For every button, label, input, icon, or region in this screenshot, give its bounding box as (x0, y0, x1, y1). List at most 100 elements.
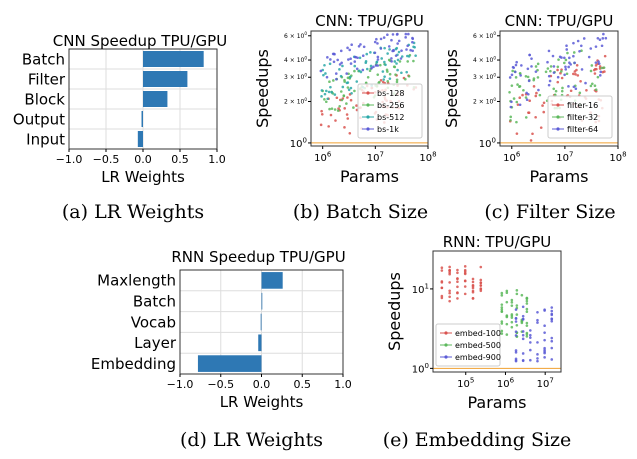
data-point-filter-64 (574, 87, 578, 90)
legend-label-filter-32: filter-32 (567, 113, 598, 122)
data-point-bs-256 (406, 60, 410, 63)
data-point-bs-256 (342, 94, 346, 97)
x-tick-label: 107 (367, 151, 384, 165)
data-point-bs-1k (390, 60, 393, 63)
data-point-filter-64 (587, 55, 591, 59)
data-point-embed-100 (479, 265, 483, 269)
data-point-filter-32 (556, 65, 560, 69)
data-point-bs-1k (391, 33, 395, 36)
data-point-filter-16 (535, 91, 538, 95)
data-point-filter-64 (568, 56, 571, 60)
panel-caption: (d) LR Weights (180, 429, 323, 451)
chart-a: Batch Filter Block Output Input −1.0 −0.5 0.0 0.… (13, 32, 227, 223)
data-point-filter-32 (536, 62, 540, 66)
data-point-embed-900 (536, 357, 539, 360)
bar-embedding (197, 355, 262, 372)
data-point-filter-64 (530, 57, 533, 60)
data-point-bs-256 (393, 65, 397, 69)
data-point-embed-100 (440, 269, 444, 272)
data-point-bs-128 (348, 131, 352, 135)
data-point-bs-256 (379, 63, 382, 67)
data-point-embed-500 (515, 304, 519, 307)
data-point-embed-100 (448, 291, 451, 295)
data-point-filter-32 (515, 100, 519, 104)
data-point-bs-512 (380, 57, 383, 60)
legend-marker-embed-500 (444, 343, 448, 347)
data-point-embed-100 (440, 286, 444, 290)
data-point-filter-32 (534, 65, 538, 68)
data-point-bs-1k (340, 61, 343, 65)
data-point-bs-1k (372, 65, 375, 69)
data-point-embed-900 (543, 356, 546, 359)
bar-batch (261, 292, 263, 310)
data-point-filter-64 (525, 98, 529, 101)
data-point-embed-500 (500, 329, 504, 333)
data-point-filter-64 (552, 65, 556, 68)
legend-label-embed-100: embed-100 (455, 329, 501, 338)
data-point-filter-32 (510, 84, 514, 87)
data-point-embed-500 (520, 320, 524, 323)
x-tick-label: 108 (609, 151, 626, 165)
data-point-embed-500 (510, 301, 514, 304)
chart-title: CNN Speedup TPU/GPU (53, 32, 227, 50)
data-point-bs-1k (411, 49, 414, 53)
data-point-bs-512 (324, 72, 327, 75)
data-point-bs-512 (338, 68, 341, 71)
data-point-embed-100 (471, 280, 475, 284)
data-point-embed-900 (550, 339, 554, 343)
panel-caption: (a) LR Weights (62, 201, 204, 223)
data-point-bs-1k (387, 45, 391, 48)
data-point-bs-1k (379, 47, 383, 50)
data-point-bs-1k (390, 38, 393, 42)
data-point-embed-500 (525, 296, 529, 300)
data-point-bs-256 (339, 90, 343, 93)
data-point-filter-64 (551, 54, 555, 58)
y-tick-label: 4 × 100 (473, 55, 496, 64)
data-point-bs-1k (407, 32, 410, 36)
data-point-filter-32 (590, 64, 594, 67)
data-point-bs-512 (329, 85, 332, 89)
data-point-filter-32 (552, 87, 556, 91)
data-point-embed-900 (543, 348, 546, 352)
y-tick-label: 3 × 100 (473, 73, 496, 82)
data-point-bs-1k (326, 56, 329, 59)
data-point-filter-32 (561, 86, 564, 90)
data-point-filter-32 (600, 66, 603, 70)
data-point-embed-100 (456, 297, 459, 300)
data-point-embed-900 (550, 336, 554, 340)
data-point-bs-256 (395, 78, 399, 82)
data-point-bs-128 (381, 80, 385, 84)
data-point-embed-100 (471, 286, 475, 290)
data-point-bs-512 (405, 70, 408, 74)
legend-marker-filter-32 (556, 115, 560, 119)
data-point-bs-512 (364, 61, 368, 64)
data-point-bs-1k (348, 48, 352, 52)
data-point-embed-100 (456, 291, 459, 295)
legend-label-bs-512: bs-512 (377, 113, 404, 122)
data-point-bs-256 (333, 108, 337, 111)
data-point-filter-16 (579, 79, 582, 83)
data-point-filter-32 (514, 76, 518, 79)
data-point-bs-512 (388, 77, 392, 80)
data-point-bs-1k (405, 48, 408, 51)
data-point-bs-1k (379, 37, 383, 41)
data-point-embed-100 (463, 285, 467, 288)
data-point-bs-512 (350, 91, 353, 95)
data-point-bs-512 (323, 92, 327, 96)
data-point-embed-900 (521, 333, 525, 337)
data-point-filter-16 (542, 101, 546, 105)
data-point-bs-512 (381, 70, 385, 73)
category-label-maxlength: Maxlength (97, 272, 176, 290)
data-point-bs-1k (376, 55, 380, 59)
data-point-filter-16 (560, 76, 564, 80)
data-point-embed-500 (515, 289, 519, 292)
data-point-filter-64 (572, 41, 575, 45)
data-point-bs-1k (350, 43, 353, 47)
data-point-embed-900 (536, 353, 539, 356)
data-point-embed-500 (500, 310, 504, 313)
data-point-embed-100 (479, 278, 483, 282)
data-point-bs-512 (325, 89, 328, 93)
bar-output (141, 111, 143, 127)
data-point-filter-32 (524, 116, 528, 119)
data-point-filter-64 (519, 74, 522, 77)
